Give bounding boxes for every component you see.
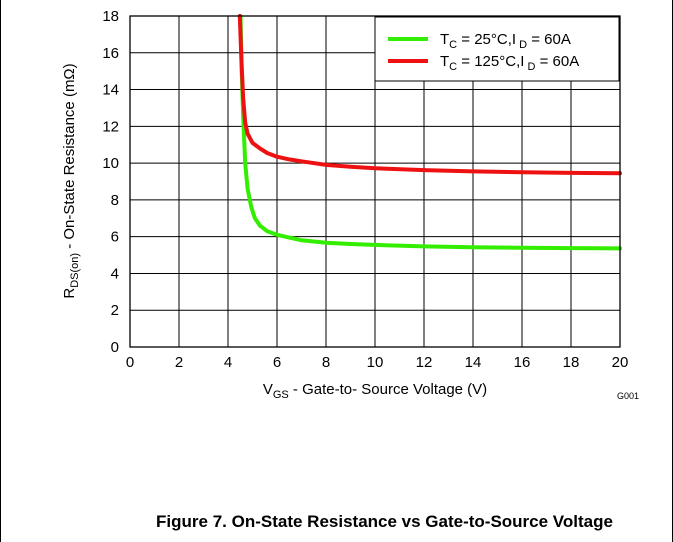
y-tick-label: 2 [111,302,119,319]
legend-box [374,16,620,82]
x-axis-title: VGS - Gate-to- Source Voltage (V) [263,381,487,401]
x-tick-label: 16 [514,354,531,371]
series-line-25c [238,14,622,251]
y-tick-label: 16 [102,45,119,62]
series-line-125c [237,14,622,176]
y-tick-label: 10 [102,155,119,172]
resistance-chart: 0 2 4 6 8 10 12 14 16 18 20 0 2 4 6 8 10 12 14 16 18 TC = 2… [61,8,639,401]
y-tick-label: 0 [111,339,119,356]
x-tick-label: 18 [563,354,580,371]
x-tick-label: 12 [416,354,433,371]
legend-label-125c: TC = 125°C,I D = 60A [440,53,579,73]
x-tick-label: 0 [126,354,134,371]
y-tick-labels: 0 2 4 6 8 10 12 14 16 18 [102,8,119,356]
figure-caption: Figure 7. On-State Resistance vs Gate-to… [0,512,673,532]
y-tick-label: 14 [102,82,119,99]
x-tick-label: 4 [224,354,232,371]
y-tick-label: 6 [111,229,119,246]
x-tick-label: 10 [367,354,384,371]
x-tick-label: 20 [612,354,629,371]
y-tick-label: 12 [102,118,119,135]
figure-caption-text: Figure 7. On-State Resistance vs Gate-to… [156,512,613,531]
figure-code-label: G001 [617,391,639,401]
legend-label-25c: TC = 25°C,I D = 60A [440,31,571,51]
x-tick-label: 14 [465,354,482,371]
x-tick-label: 2 [175,354,183,371]
x-tick-labels: 0 2 4 6 8 10 12 14 16 18 20 [126,354,629,371]
legend: TC = 25°C,I D = 60A TC = 125°C,I D = 60A [374,16,620,82]
plot-border [129,15,621,348]
series-group [237,14,622,251]
x-tick-label: 6 [273,354,281,371]
y-tick-label: 18 [102,8,119,25]
y-tick-label: 4 [111,265,119,282]
x-tick-label: 8 [322,354,330,371]
y-axis-title: RDS(on) - On-State Resistance (mΩ) [61,63,81,298]
y-tick-label: 8 [111,192,119,209]
